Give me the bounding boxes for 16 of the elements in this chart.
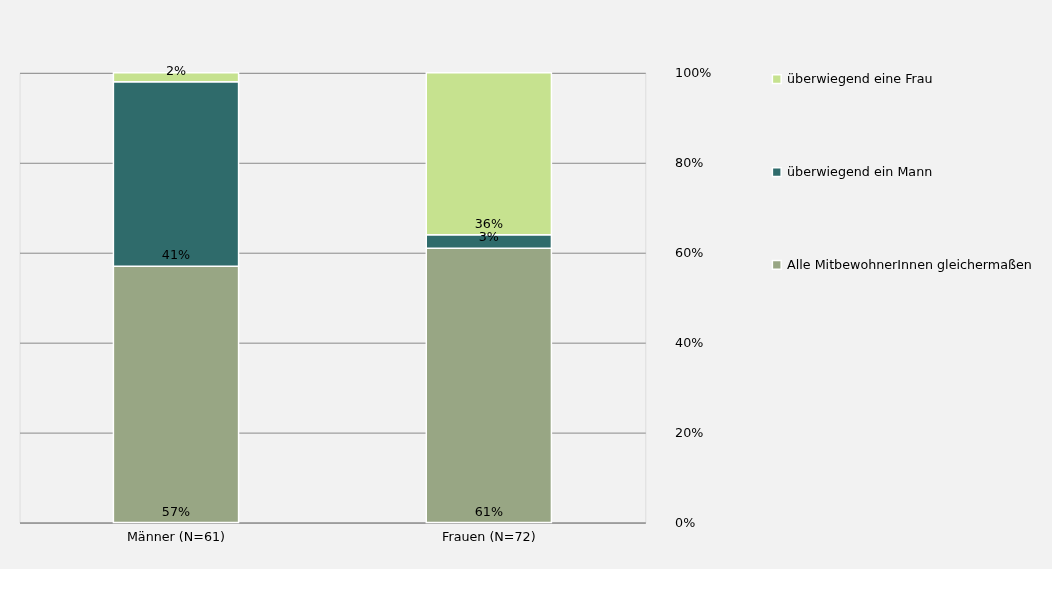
x-tick-label: Männer (N=61) <box>126 528 226 544</box>
legend-label: überwiegend ein Mann <box>787 163 933 179</box>
y-tick-label: 0% <box>675 514 696 530</box>
data-label: 36% <box>474 215 503 231</box>
y-tick-label: 20% <box>675 425 704 441</box>
legend-label: überwiegend eine Frau <box>787 71 933 87</box>
x-tick-label: Frauen (N=72) <box>442 528 536 544</box>
y-tick-label: 40% <box>675 335 704 351</box>
legend-label: Alle MitbewohnerInnen gleichermaßen <box>787 256 1032 272</box>
data-label: 57% <box>161 503 191 519</box>
y-tick-label: 80% <box>675 155 704 171</box>
data-label: 2% <box>165 62 187 78</box>
data-label: 61% <box>474 503 503 519</box>
data-label: 41% <box>161 247 191 263</box>
y-tick-label: 100% <box>675 65 712 81</box>
y-tick-label: 60% <box>675 245 704 261</box>
